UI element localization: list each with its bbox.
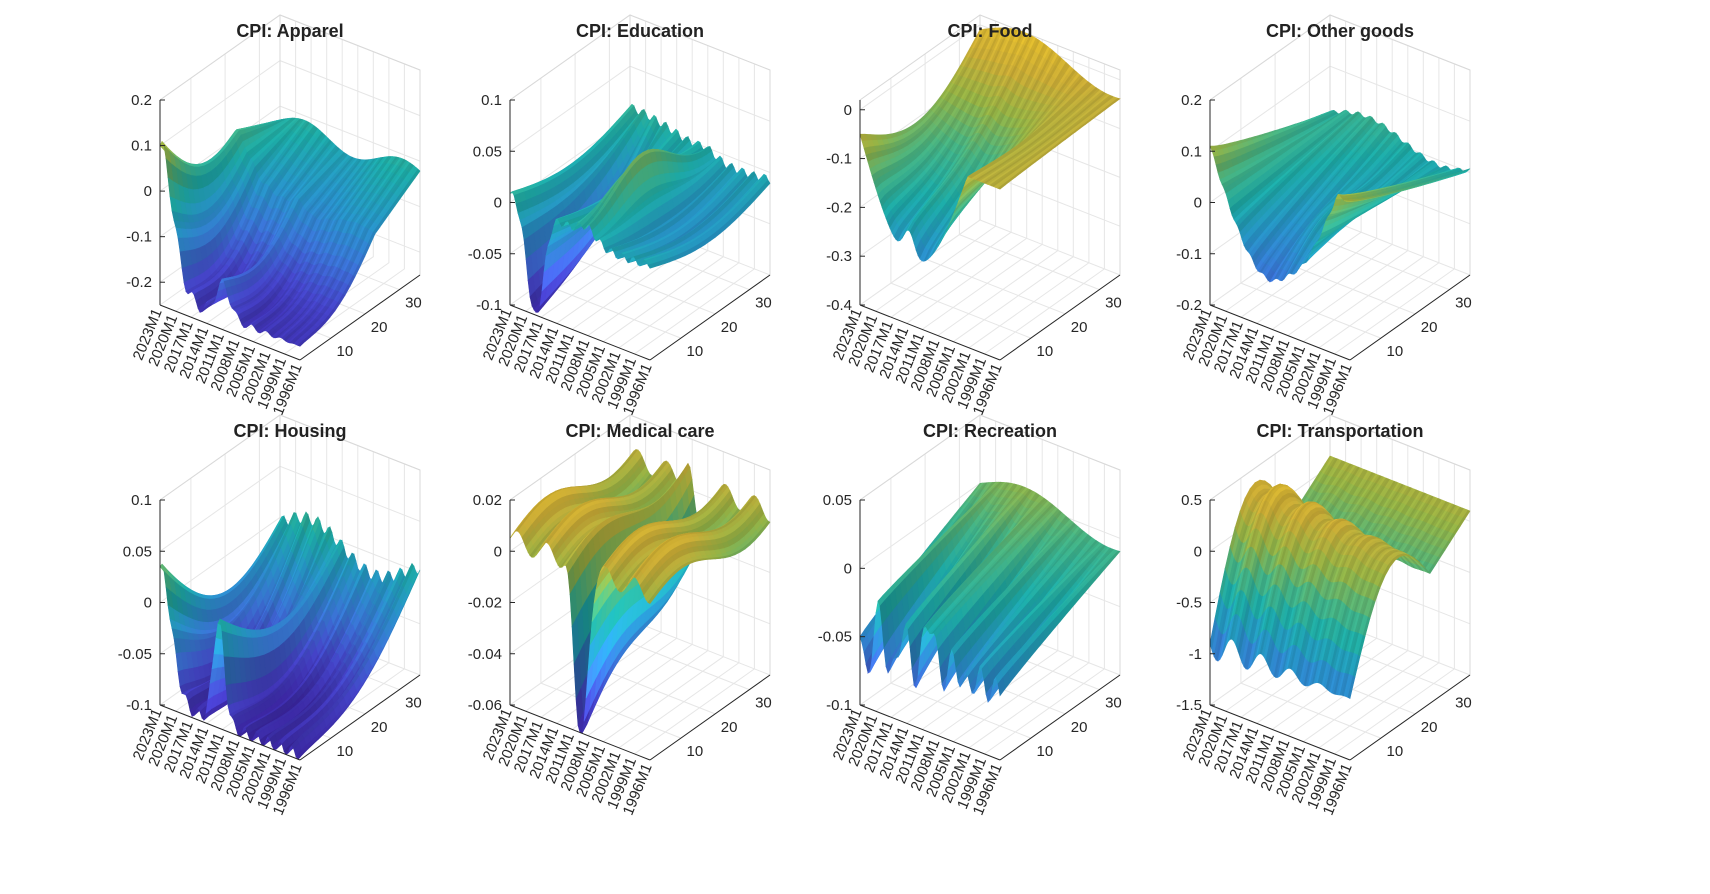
surface <box>860 28 1120 261</box>
horizon-axis <box>650 275 770 360</box>
z-tick-label: 0 <box>494 195 502 212</box>
chart-education: 0.10.050-0.05-0.12023M12020M12017M12014M… <box>468 15 772 418</box>
horizon-tick-label: 30 <box>755 295 772 312</box>
horizon-tick-label: 10 <box>337 343 354 360</box>
chart-title: CPI: Education <box>576 21 704 41</box>
z-tick-label: 0 <box>144 183 152 200</box>
horizon-tick-label: 20 <box>721 319 738 336</box>
z-tick-label: 0.1 <box>131 138 152 155</box>
z-tick-label: 0.2 <box>131 92 152 109</box>
horizon-tick-label: 10 <box>687 343 704 360</box>
z-tick-label: -0.05 <box>468 246 502 263</box>
chart-title: CPI: Apparel <box>236 21 343 41</box>
figure: 0.20.10-0.1-0.22023M12020M12017M12014M12… <box>0 0 1710 894</box>
z-tick-label: 0.05 <box>473 143 502 160</box>
z-tick-label: 0.1 <box>481 92 502 109</box>
chart-apparel: 0.20.10-0.1-0.22023M12020M12017M12014M12… <box>126 15 422 418</box>
horizon-tick-label: 30 <box>405 295 422 312</box>
horizon-tick-label: 20 <box>371 319 388 336</box>
chart-food: 0-0.1-0.2-0.3-0.42023M12020M12017M12014M… <box>826 15 1122 418</box>
z-tick-label: -0.2 <box>126 274 152 291</box>
z-tick-label: -0.1 <box>126 229 152 246</box>
